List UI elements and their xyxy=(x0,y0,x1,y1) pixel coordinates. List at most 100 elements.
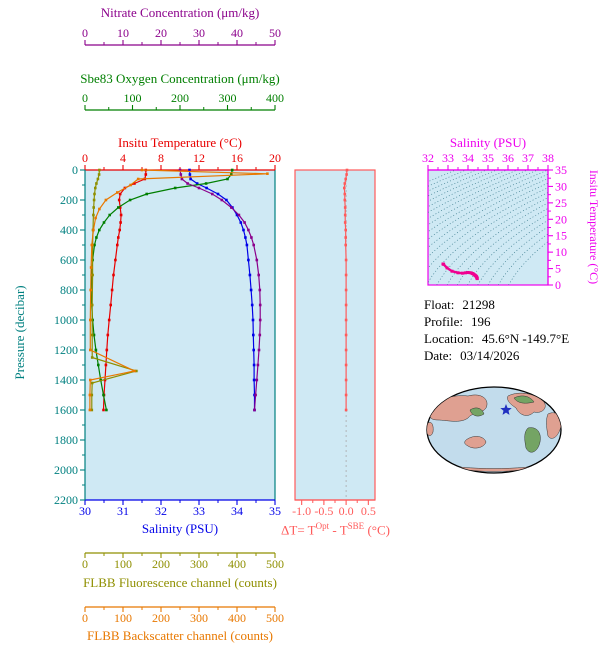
svg-text:20: 20 xyxy=(269,151,281,165)
svg-text:30: 30 xyxy=(79,504,91,518)
svg-text:0: 0 xyxy=(82,151,88,165)
svg-text:1400: 1400 xyxy=(54,373,78,387)
svg-text:35: 35 xyxy=(269,504,281,518)
svg-text:-0.5: -0.5 xyxy=(314,504,333,518)
svg-text:34: 34 xyxy=(231,504,243,518)
svg-text:500: 500 xyxy=(266,611,284,625)
pressure-axis: 0 200 400 600 800 1000 1200 1400 1600 1800 2000 220… xyxy=(54,163,86,507)
svg-text:32: 32 xyxy=(422,151,434,165)
svg-text:0: 0 xyxy=(82,26,88,40)
svg-text:2200: 2200 xyxy=(54,493,78,507)
svg-text:2000: 2000 xyxy=(54,463,78,477)
salinity-axis-title: Salinity (PSU) xyxy=(141,521,219,536)
svg-text:15: 15 xyxy=(555,229,567,243)
oxygen-axis-title: Sbe83 Oxygen Concentration (μm/kg) xyxy=(80,71,280,86)
svg-text:8: 8 xyxy=(158,151,164,165)
svg-text:100: 100 xyxy=(114,611,132,625)
float-info-line-float: Float: 21298 xyxy=(424,296,569,313)
svg-text:400: 400 xyxy=(60,223,78,237)
svg-text:25: 25 xyxy=(555,196,567,210)
svg-text:200: 200 xyxy=(60,193,78,207)
temperature-axis: 0 4 8 12 16 20 xyxy=(82,151,281,171)
nitrate-axis: 0 10 20 30 40 50 xyxy=(82,26,281,46)
svg-text:-1.0: -1.0 xyxy=(292,504,311,518)
svg-text:0: 0 xyxy=(82,611,88,625)
svg-text:800: 800 xyxy=(60,283,78,297)
float-info-line-location: Location: 45.6°N -149.7°E xyxy=(424,330,569,347)
svg-text:20: 20 xyxy=(155,26,167,40)
svg-text:40: 40 xyxy=(231,26,243,40)
svg-text:400: 400 xyxy=(266,91,284,105)
svg-text:36: 36 xyxy=(502,151,514,165)
float-info-line-profile: Profile: 196 xyxy=(424,313,569,330)
delta-series xyxy=(343,168,349,412)
ts-temperature-axis: 0 5 10 15 20 25 30 35 xyxy=(547,163,567,292)
ts-panel xyxy=(428,170,548,285)
temperature-axis-title: Insitu Temperature (°C) xyxy=(118,135,242,150)
svg-text:31: 31 xyxy=(117,504,129,518)
svg-text:30: 30 xyxy=(555,179,567,193)
svg-text:1200: 1200 xyxy=(54,343,78,357)
delta-t-label-pre: ΔT= T xyxy=(281,522,316,538)
svg-text:4: 4 xyxy=(120,151,126,165)
svg-text:5: 5 xyxy=(555,262,561,276)
delta-t-label-mid: - T xyxy=(329,522,348,538)
svg-text:32: 32 xyxy=(155,504,167,518)
profile-value: 196 xyxy=(471,314,491,329)
svg-text:300: 300 xyxy=(190,611,208,625)
delta-t-panel xyxy=(295,170,375,500)
svg-text:33: 33 xyxy=(442,151,454,165)
ts-salinity-axis: 32 33 34 35 36 37 38 xyxy=(422,151,554,171)
svg-text:37: 37 xyxy=(522,151,534,165)
svg-text:50: 50 xyxy=(269,26,281,40)
pressure-axis-title: Pressure (decibar) xyxy=(12,285,27,380)
svg-text:1600: 1600 xyxy=(54,403,78,417)
svg-text:12: 12 xyxy=(193,151,205,165)
svg-text:34: 34 xyxy=(462,151,474,165)
svg-text:400: 400 xyxy=(228,611,246,625)
svg-text:0: 0 xyxy=(82,91,88,105)
float-location-star xyxy=(500,404,512,415)
delta-t-label-sup-sbe: SBE xyxy=(347,521,365,531)
svg-text:400: 400 xyxy=(228,557,246,571)
world-map xyxy=(426,386,562,474)
profile-label: Profile: xyxy=(424,314,463,329)
ts-temperature-axis-title: Insitu Temperature (°C) xyxy=(587,169,601,285)
fluorescence-axis: 0 100 200 300 400 500 xyxy=(82,552,284,571)
svg-text:0: 0 xyxy=(82,557,88,571)
svg-text:1000: 1000 xyxy=(54,313,78,327)
location-label: Location: xyxy=(424,331,474,346)
float-value: 21298 xyxy=(462,297,495,312)
nitrate-series xyxy=(178,168,262,412)
svg-text:33: 33 xyxy=(193,504,205,518)
date-label: Date: xyxy=(424,348,453,363)
delta-t-axis: -1.0 -0.5 0.0 0.5 xyxy=(292,499,376,518)
delta-t-axis-title: ΔT= TOpt - TSBE (°C) xyxy=(268,521,403,538)
svg-text:0.0: 0.0 xyxy=(339,504,354,518)
oxygen-axis: 0 100 200 300 400 xyxy=(82,91,284,111)
float-info-line-date: Date: 03/14/2026 xyxy=(424,347,569,364)
svg-text:35: 35 xyxy=(555,163,567,177)
svg-text:0: 0 xyxy=(72,163,78,177)
svg-text:30: 30 xyxy=(193,26,205,40)
nitrate-axis-title: Nitrate Concentration (μm/kg) xyxy=(100,5,260,20)
svg-text:20: 20 xyxy=(555,212,567,226)
svg-text:500: 500 xyxy=(266,557,284,571)
backscatter-axis: 0 100 200 300 400 500 xyxy=(82,606,284,625)
ts-salinity-axis-title: Salinity (PSU) xyxy=(449,135,527,150)
ts_curve-series xyxy=(441,262,479,281)
svg-text:0: 0 xyxy=(555,278,561,292)
backscatter-axis-title: FLBB Backscatter channel (counts) xyxy=(87,628,273,643)
svg-text:600: 600 xyxy=(60,253,78,267)
svg-text:0.5: 0.5 xyxy=(361,504,376,518)
svg-text:200: 200 xyxy=(171,91,189,105)
svg-text:1800: 1800 xyxy=(54,433,78,447)
svg-text:35: 35 xyxy=(482,151,494,165)
svg-text:38: 38 xyxy=(542,151,554,165)
fluorescence-axis-title: FLBB Fluorescence channel (counts) xyxy=(83,575,277,590)
date-value: 03/14/2026 xyxy=(460,348,520,363)
svg-text:100: 100 xyxy=(124,91,142,105)
svg-text:100: 100 xyxy=(114,557,132,571)
delta-t-label-post: (°C) xyxy=(364,522,390,538)
